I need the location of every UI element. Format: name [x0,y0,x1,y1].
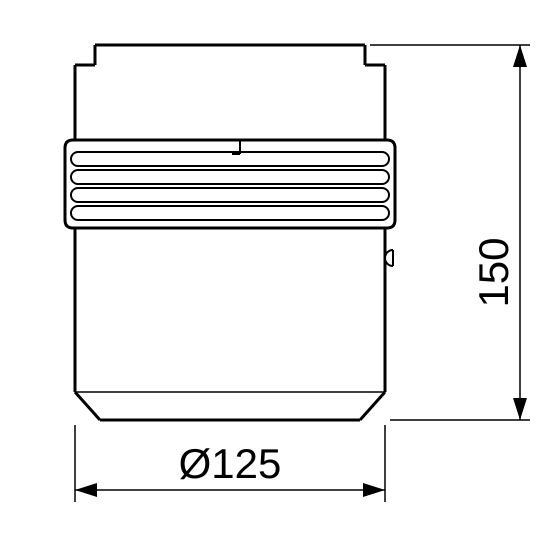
arrowhead [363,483,385,497]
arrowhead [513,398,527,420]
side-nub [385,250,393,266]
arrowhead [513,45,527,67]
dim-width-label: Ø125 [179,440,282,487]
arrowhead [75,483,97,497]
dim-height-label: 150 [470,237,517,307]
engineering-drawing: 150 Ø125 [0,0,550,550]
